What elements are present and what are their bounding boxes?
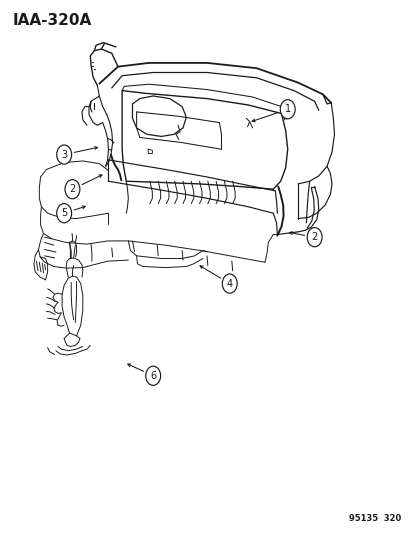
- Circle shape: [280, 100, 294, 119]
- Text: 4: 4: [226, 279, 232, 288]
- Circle shape: [145, 366, 160, 385]
- Circle shape: [57, 204, 71, 223]
- Circle shape: [222, 274, 237, 293]
- Text: IAA-320A: IAA-320A: [12, 13, 91, 28]
- Text: 3: 3: [61, 150, 67, 159]
- Text: 2: 2: [69, 184, 76, 194]
- Text: 6: 6: [150, 371, 156, 381]
- Text: 5: 5: [61, 208, 67, 218]
- Text: 95135  320: 95135 320: [349, 514, 401, 523]
- Circle shape: [306, 228, 321, 247]
- Circle shape: [65, 180, 80, 199]
- Circle shape: [57, 145, 71, 164]
- Text: 2: 2: [311, 232, 317, 242]
- Text: 1: 1: [284, 104, 290, 114]
